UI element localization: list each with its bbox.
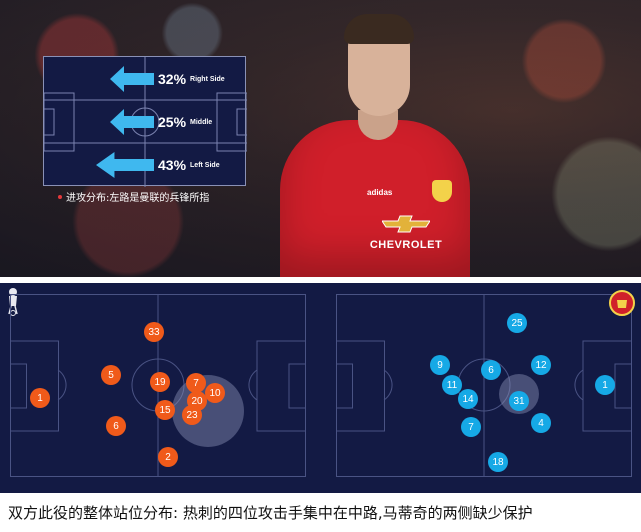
left-team-pitch: 1 33 5 19 7 10 20 15 23 6 2 <box>10 294 306 477</box>
left-player-marker: 2 <box>158 447 178 467</box>
sponsor-text: CHEVROLET <box>369 239 443 251</box>
left-player-marker: 23 <box>182 405 202 425</box>
club-crest-icon <box>432 180 452 202</box>
right-side-label: Right Side <box>190 75 225 83</box>
inset-caption-text: 进攻分布:左路是曼联的兵锋所指 <box>66 193 210 204</box>
right-player-marker: 25 <box>507 313 527 333</box>
left-player-marker: 1 <box>30 388 50 408</box>
middle-label: Middle <box>190 118 213 126</box>
inset-caption: 进攻分布:左路是曼联的兵锋所指 <box>58 189 209 204</box>
manchester-united-crest-icon <box>609 290 635 316</box>
right-side-percent: 32% <box>158 71 187 87</box>
left-player-marker: 19 <box>150 372 170 392</box>
left-player-marker: 7 <box>186 373 206 393</box>
arrow-left-icon <box>96 152 154 178</box>
right-player-marker: 12 <box>531 355 551 375</box>
right-player-marker: 4 <box>531 413 551 433</box>
left-player-marker: 10 <box>205 383 225 403</box>
attack-direction-panel: 32% Right Side 25% Middle 43% Left Side <box>43 56 247 187</box>
right-player-marker: 11 <box>442 375 462 395</box>
formation-section: 1 33 5 19 7 10 20 15 23 6 2 25 9 12 6 11 14 31 1 7 4 18 <box>0 283 641 493</box>
right-player-marker: 14 <box>458 389 478 409</box>
bullet-dot-icon <box>58 194 62 199</box>
chevrolet-bowtie-icon <box>382 215 430 233</box>
right-player-marker: 7 <box>461 417 481 437</box>
left-player-marker: 15 <box>155 400 175 420</box>
arrow-left-icon <box>110 109 154 135</box>
pitch-markings-right <box>336 294 632 477</box>
arrow-left-icon <box>110 66 154 92</box>
kit-brand: adidas <box>367 188 393 197</box>
left-side-percent: 43% <box>158 157 187 173</box>
header-photo: adidas CHEVROLET 32% Right <box>0 0 641 277</box>
right-player-marker: 9 <box>430 355 450 375</box>
middle-row: 25% Middle <box>110 108 212 136</box>
right-player-marker: 1 <box>595 375 615 395</box>
section-divider <box>0 277 641 283</box>
left-side-row: 43% Left Side <box>96 151 220 179</box>
player-hair <box>344 14 414 44</box>
main-caption: 双方此役的整体站位分布: 热刺的四位攻击手集中在中路,马蒂奇的两侧缺少保护 <box>0 493 641 532</box>
player-figure: adidas CHEVROLET <box>270 10 480 277</box>
right-side-row: 32% Right Side <box>110 65 225 93</box>
right-player-marker: 18 <box>488 452 508 472</box>
left-player-marker: 6 <box>106 416 126 436</box>
right-player-marker: 31 <box>509 391 529 411</box>
left-player-marker: 5 <box>101 365 121 385</box>
right-player-marker: 6 <box>481 360 501 380</box>
middle-percent: 25% <box>158 114 187 130</box>
left-player-marker: 33 <box>144 322 164 342</box>
left-side-label: Left Side <box>190 161 220 169</box>
right-team-pitch: 25 9 12 6 11 14 31 1 7 4 18 <box>336 294 632 477</box>
